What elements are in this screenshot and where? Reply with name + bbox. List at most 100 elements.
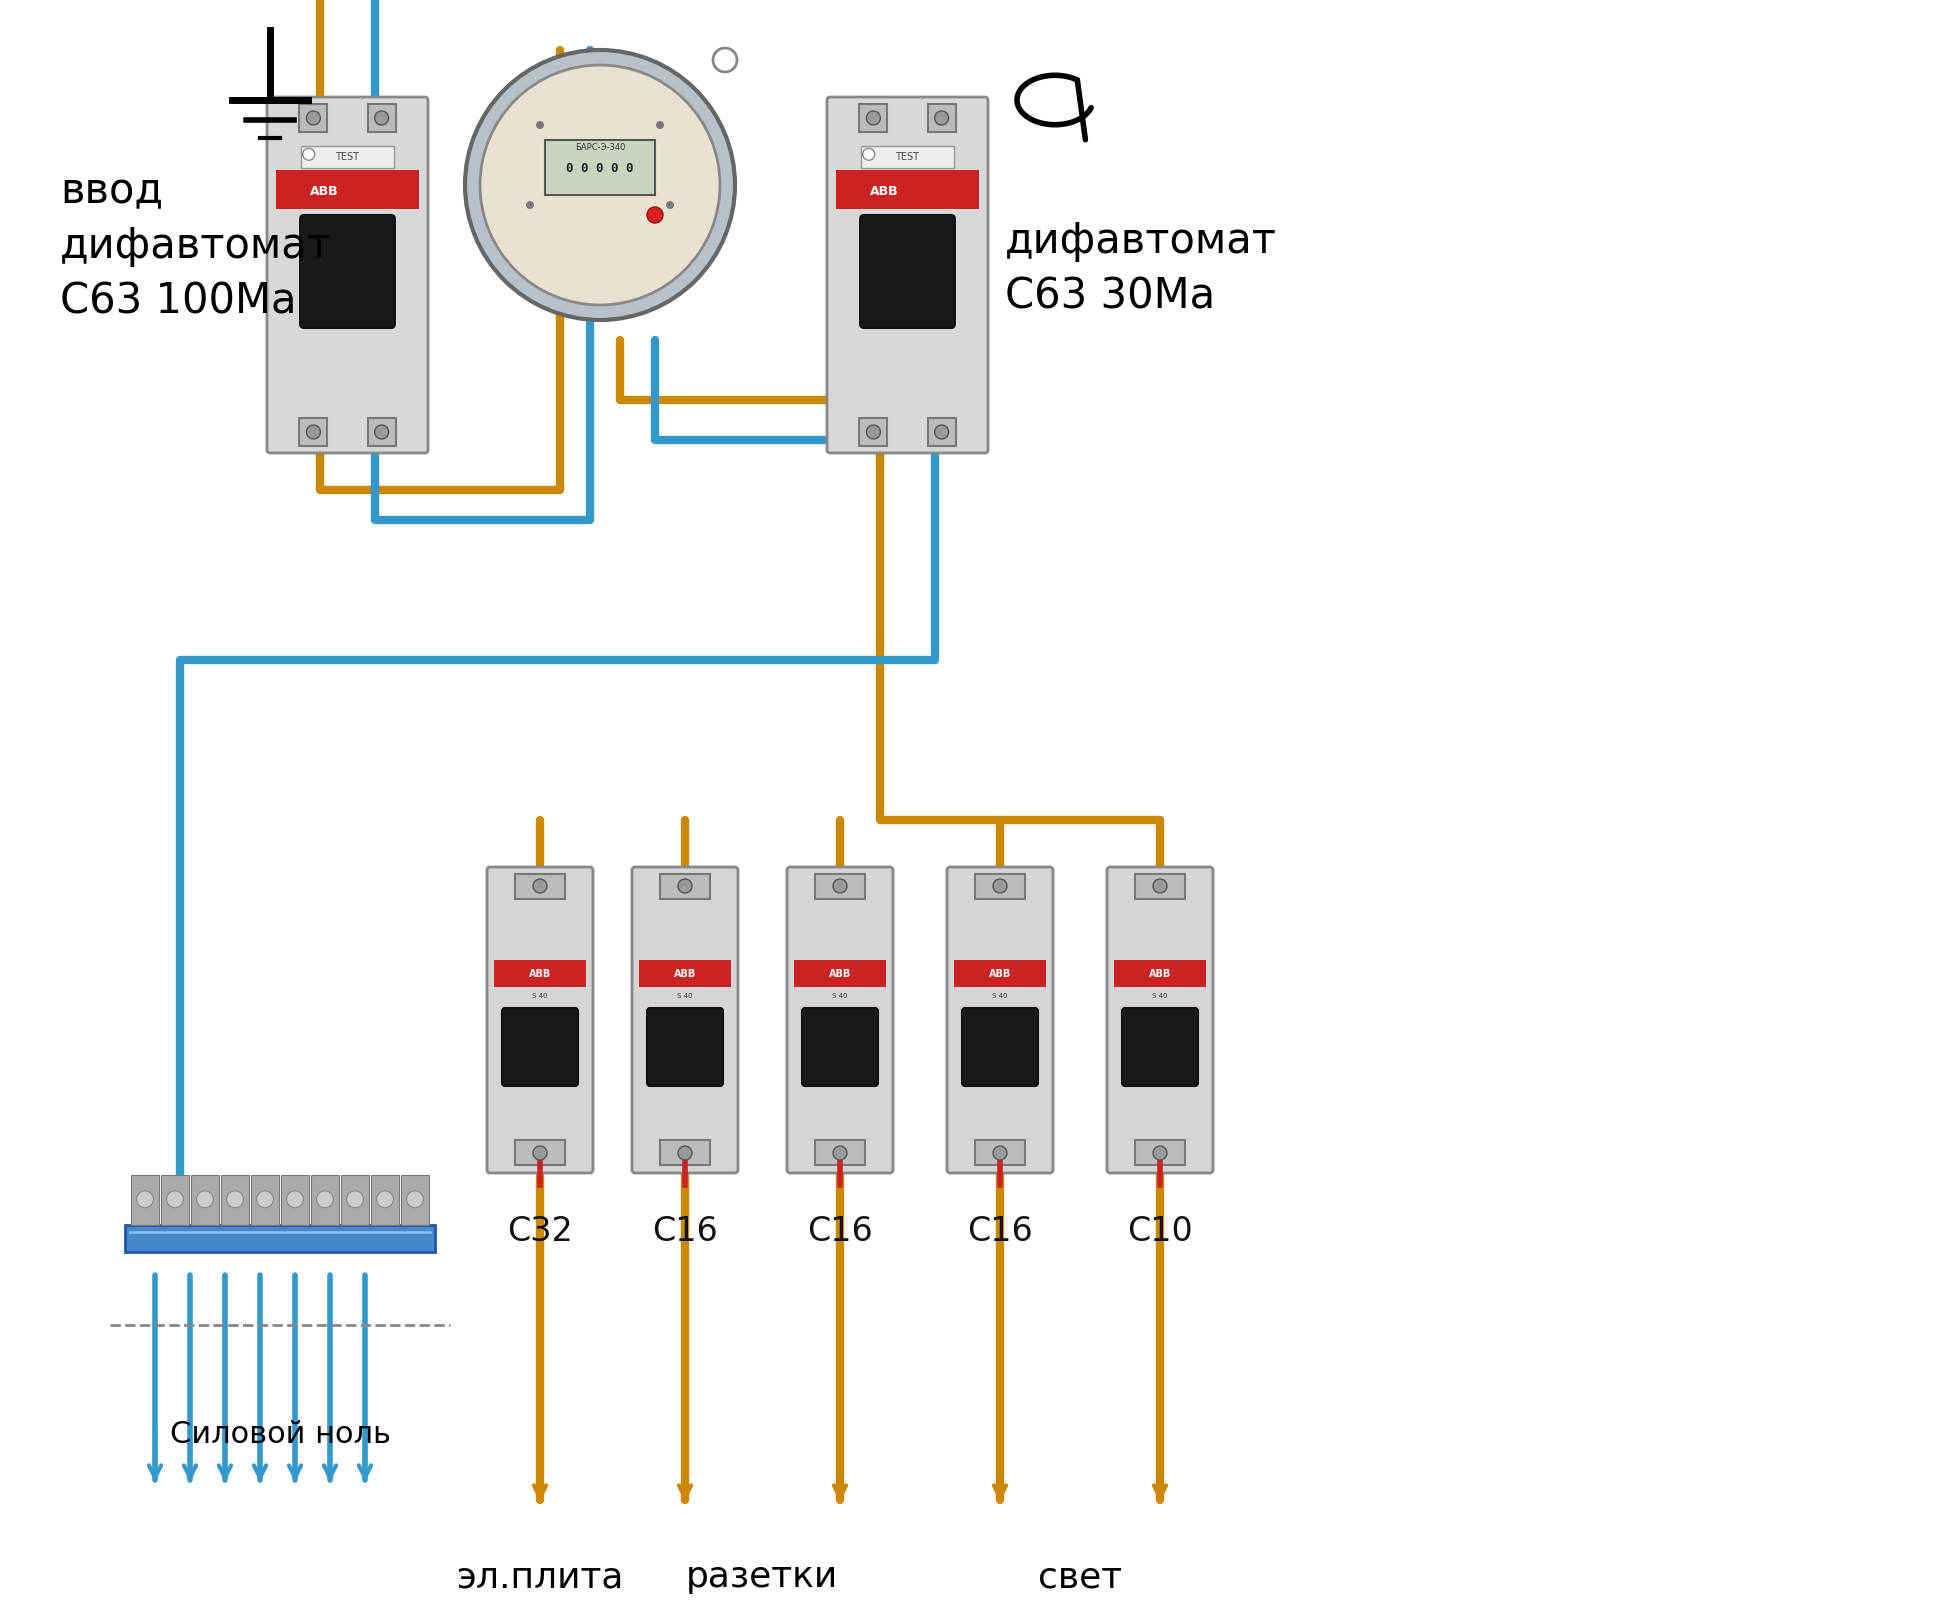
Bar bbox=[815, 1140, 866, 1165]
Circle shape bbox=[317, 1191, 333, 1207]
FancyBboxPatch shape bbox=[646, 1008, 723, 1087]
Text: ABB: ABB bbox=[870, 185, 899, 197]
Text: С16: С16 bbox=[807, 1215, 874, 1249]
Text: ABB: ABB bbox=[829, 968, 850, 979]
Text: ABB: ABB bbox=[1148, 968, 1171, 979]
Circle shape bbox=[167, 1191, 184, 1207]
FancyBboxPatch shape bbox=[1123, 1008, 1199, 1087]
Circle shape bbox=[866, 111, 880, 125]
Bar bbox=[280, 1175, 310, 1225]
Text: С10: С10 bbox=[1126, 1215, 1193, 1249]
FancyBboxPatch shape bbox=[827, 96, 987, 453]
Text: ABB: ABB bbox=[310, 185, 339, 197]
Bar bbox=[251, 1175, 278, 1225]
Circle shape bbox=[464, 50, 735, 319]
Text: TEST: TEST bbox=[335, 152, 360, 162]
FancyBboxPatch shape bbox=[266, 96, 427, 453]
Circle shape bbox=[196, 1191, 214, 1207]
Text: С32: С32 bbox=[507, 1215, 572, 1249]
Circle shape bbox=[533, 1146, 547, 1160]
Circle shape bbox=[257, 1191, 274, 1207]
FancyBboxPatch shape bbox=[946, 867, 1054, 1173]
Bar bbox=[660, 875, 709, 899]
Text: S 40: S 40 bbox=[833, 993, 848, 998]
Bar bbox=[402, 1175, 429, 1225]
Circle shape bbox=[374, 425, 388, 440]
Text: эл.плита: эл.плита bbox=[456, 1560, 623, 1594]
Circle shape bbox=[862, 148, 876, 160]
Circle shape bbox=[407, 1191, 423, 1207]
Bar bbox=[976, 1140, 1025, 1165]
Circle shape bbox=[306, 111, 321, 125]
Circle shape bbox=[934, 425, 948, 440]
Bar bbox=[161, 1175, 188, 1225]
Bar bbox=[131, 1175, 159, 1225]
Bar bbox=[660, 1140, 709, 1165]
Bar bbox=[515, 875, 564, 899]
Text: S 40: S 40 bbox=[1152, 993, 1168, 998]
Bar bbox=[815, 875, 866, 899]
Circle shape bbox=[833, 880, 846, 892]
Text: 0 0 0 0 0: 0 0 0 0 0 bbox=[566, 162, 635, 175]
Text: ABB: ABB bbox=[674, 968, 695, 979]
Circle shape bbox=[666, 201, 674, 209]
Circle shape bbox=[1154, 880, 1168, 892]
FancyBboxPatch shape bbox=[962, 1008, 1038, 1087]
Circle shape bbox=[376, 1191, 394, 1207]
FancyBboxPatch shape bbox=[801, 1008, 878, 1087]
Circle shape bbox=[306, 425, 321, 440]
Text: БАРС-Э-340: БАРС-Э-340 bbox=[574, 143, 625, 151]
Circle shape bbox=[993, 880, 1007, 892]
Circle shape bbox=[533, 880, 547, 892]
Text: ABB: ABB bbox=[529, 968, 550, 979]
Text: S 40: S 40 bbox=[533, 993, 549, 998]
Bar bbox=[860, 104, 887, 132]
FancyBboxPatch shape bbox=[502, 1008, 578, 1087]
Text: С16: С16 bbox=[652, 1215, 717, 1249]
Circle shape bbox=[656, 120, 664, 128]
Bar bbox=[836, 170, 980, 209]
Bar bbox=[125, 1225, 435, 1252]
Bar bbox=[793, 960, 885, 987]
Bar bbox=[976, 875, 1025, 899]
Circle shape bbox=[646, 207, 662, 223]
Bar bbox=[515, 1140, 564, 1165]
FancyBboxPatch shape bbox=[633, 867, 739, 1173]
Bar bbox=[302, 146, 394, 169]
Bar bbox=[1134, 1140, 1185, 1165]
Bar bbox=[190, 1175, 219, 1225]
Circle shape bbox=[227, 1191, 243, 1207]
Circle shape bbox=[934, 111, 948, 125]
Circle shape bbox=[866, 425, 880, 440]
Bar bbox=[368, 104, 396, 132]
Bar bbox=[300, 417, 327, 446]
Circle shape bbox=[137, 1191, 153, 1207]
Circle shape bbox=[347, 1191, 364, 1207]
Text: свет: свет bbox=[1038, 1560, 1123, 1594]
Bar bbox=[300, 104, 327, 132]
Circle shape bbox=[537, 120, 545, 128]
Text: разетки: разетки bbox=[686, 1560, 838, 1594]
Text: дифавтомат
С63 30Ма: дифавтомат С63 30Ма bbox=[1005, 220, 1277, 318]
Bar bbox=[221, 1175, 249, 1225]
Bar bbox=[639, 960, 731, 987]
FancyBboxPatch shape bbox=[488, 867, 594, 1173]
Circle shape bbox=[527, 201, 535, 209]
Bar bbox=[929, 104, 956, 132]
FancyBboxPatch shape bbox=[788, 867, 893, 1173]
FancyBboxPatch shape bbox=[300, 215, 396, 327]
Text: S 40: S 40 bbox=[678, 993, 693, 998]
Bar bbox=[1134, 875, 1185, 899]
Circle shape bbox=[304, 148, 315, 160]
Bar bbox=[341, 1175, 368, 1225]
Circle shape bbox=[286, 1191, 304, 1207]
Bar bbox=[860, 417, 887, 446]
Bar bbox=[954, 960, 1046, 987]
Circle shape bbox=[1154, 1146, 1168, 1160]
Bar bbox=[370, 1175, 400, 1225]
Circle shape bbox=[678, 880, 692, 892]
Bar bbox=[494, 960, 586, 987]
Bar bbox=[862, 146, 954, 169]
Circle shape bbox=[480, 64, 721, 305]
Bar bbox=[311, 1175, 339, 1225]
